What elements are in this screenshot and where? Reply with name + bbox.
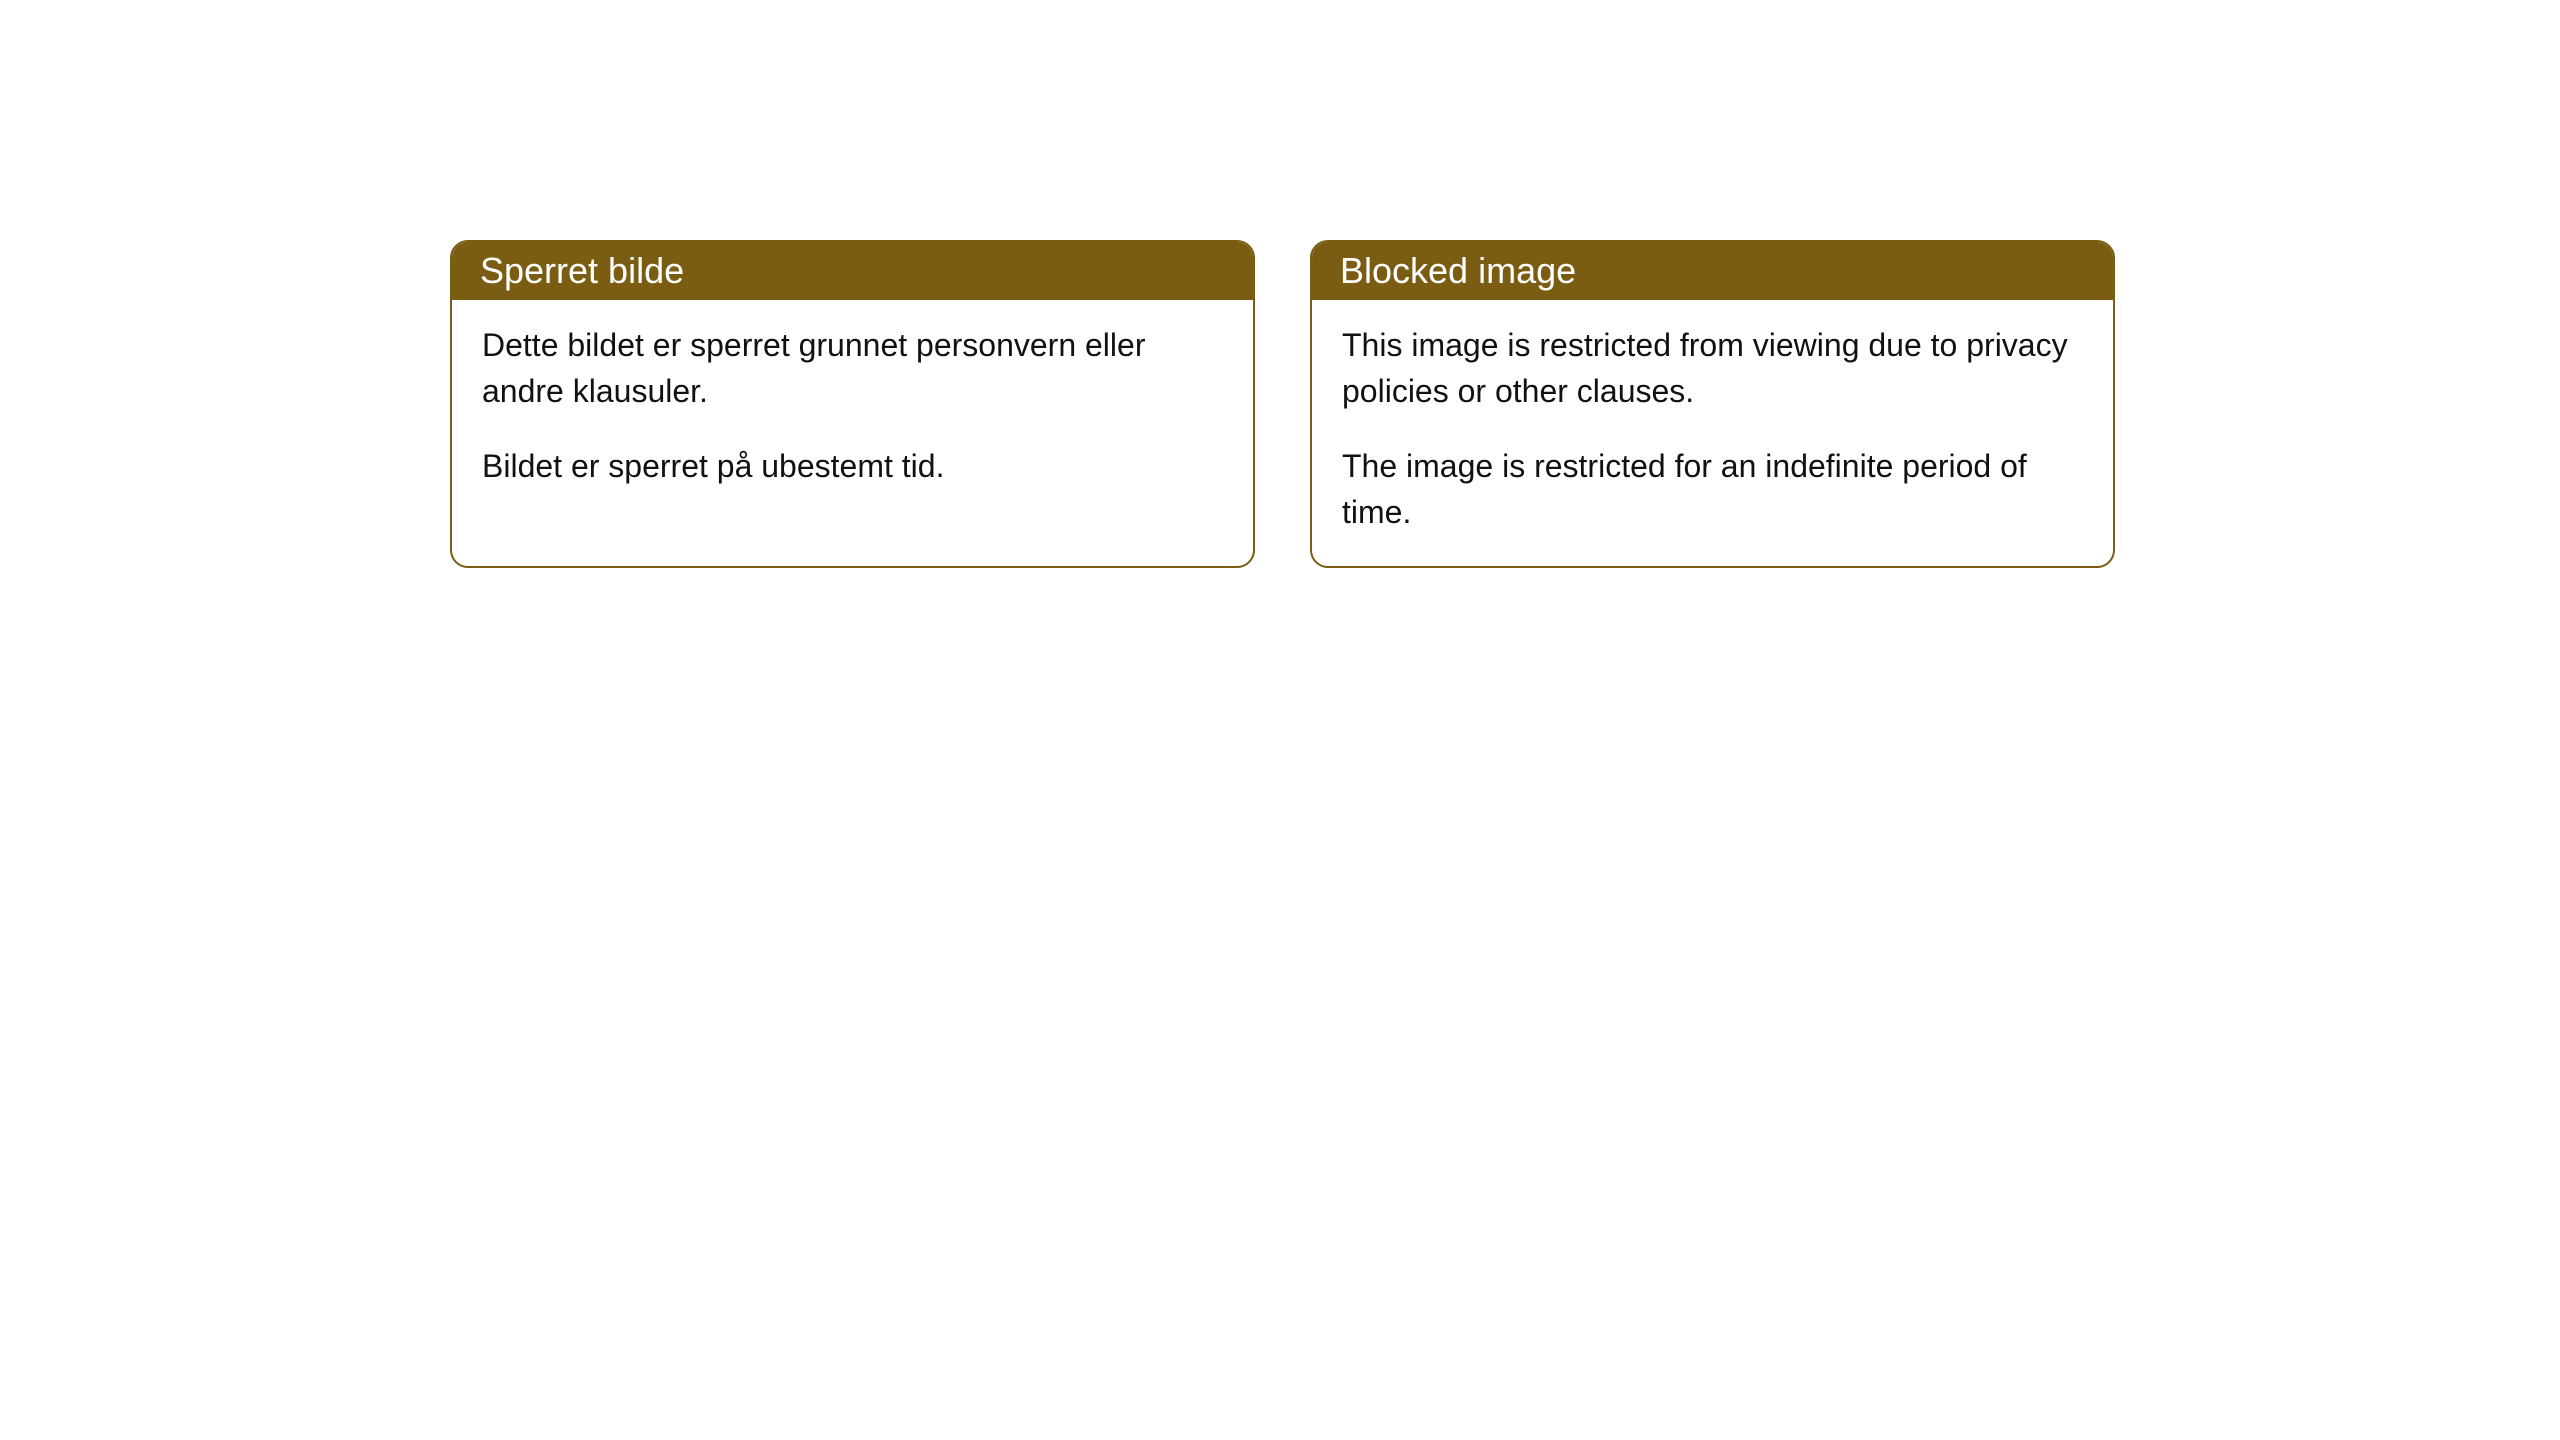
- card-header: Sperret bilde: [452, 242, 1253, 300]
- notice-cards-container: Sperret bilde Dette bildet er sperret gr…: [450, 240, 2560, 568]
- card-body: This image is restricted from viewing du…: [1312, 300, 2113, 566]
- notice-card-english: Blocked image This image is restricted f…: [1310, 240, 2115, 568]
- card-paragraph: Bildet er sperret på ubestemt tid.: [482, 443, 1223, 489]
- notice-card-norwegian: Sperret bilde Dette bildet er sperret gr…: [450, 240, 1255, 568]
- card-body: Dette bildet er sperret grunnet personve…: [452, 300, 1253, 519]
- card-title: Blocked image: [1340, 250, 1576, 291]
- card-paragraph: Dette bildet er sperret grunnet personve…: [482, 322, 1223, 415]
- card-paragraph: This image is restricted from viewing du…: [1342, 322, 2083, 415]
- card-title: Sperret bilde: [480, 250, 684, 291]
- card-header: Blocked image: [1312, 242, 2113, 300]
- card-paragraph: The image is restricted for an indefinit…: [1342, 443, 2083, 536]
